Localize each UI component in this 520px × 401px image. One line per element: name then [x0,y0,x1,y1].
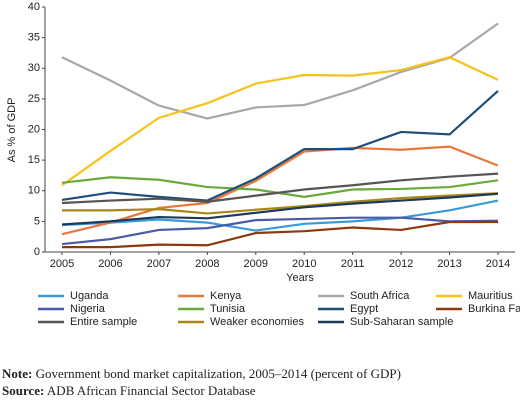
y-tick-label: 5 [34,215,40,227]
x-tick-label: 2007 [147,258,171,270]
note-label: Note: [2,366,32,381]
y-axis-label: As % of GDP [6,98,18,163]
source-text: ADB African Financial Sector Database [47,383,256,398]
y-tick-label: 0 [34,246,40,258]
x-tick-label: 2013 [437,258,461,270]
x-tick-label: 2012 [389,258,413,270]
y-tick-label: 40 [28,1,40,13]
series-line [61,90,499,202]
y-tick-label: 10 [28,185,40,197]
series-line [62,220,498,249]
series-line [61,145,499,236]
x-tick-label: 2008 [195,258,219,270]
x-tick-label: 2009 [244,258,268,270]
y-tick-label: 30 [28,62,40,74]
x-tick-label: 2010 [292,258,316,270]
legend-label: Weaker economies [210,316,304,328]
legend-label: Uganda [70,290,109,302]
legend-label: Sub-Saharan sample [350,316,453,328]
y-tick-label: 35 [28,32,40,44]
source-label: Source: [2,383,44,398]
note-text: Government bond market capitalization, 2… [36,366,401,381]
y-tick-label: 15 [28,154,40,166]
x-axis-label: Years [286,272,314,284]
legend-label: Kenya [210,290,242,302]
legend-label: Tunisia [210,303,246,315]
series-line [61,216,499,246]
x-tick-label: 2006 [98,258,122,270]
x-tick-label: 2005 [50,258,74,270]
x-tick-label: 2014 [486,258,510,270]
legend-label: Nigeria [70,303,106,315]
series-line [61,199,499,232]
series-line [61,172,499,205]
series-line [61,192,499,226]
series-line [61,56,499,187]
source: Source: ADB African Financial Sector Dat… [2,383,256,398]
note: Note: Government bond market capitalizat… [2,366,401,381]
legend-label: Egypt [350,303,378,315]
legend-label: Burkina Faso [468,303,520,315]
legend-label: Mauritius [468,290,513,302]
y-tick-label: 25 [28,93,40,105]
legend-label: Entire sample [70,316,137,328]
y-tick-label: 20 [28,123,40,135]
series-line [62,192,499,215]
series-line [61,22,499,120]
x-tick-label: 2011 [341,258,365,270]
legend-label: South Africa [350,290,410,302]
